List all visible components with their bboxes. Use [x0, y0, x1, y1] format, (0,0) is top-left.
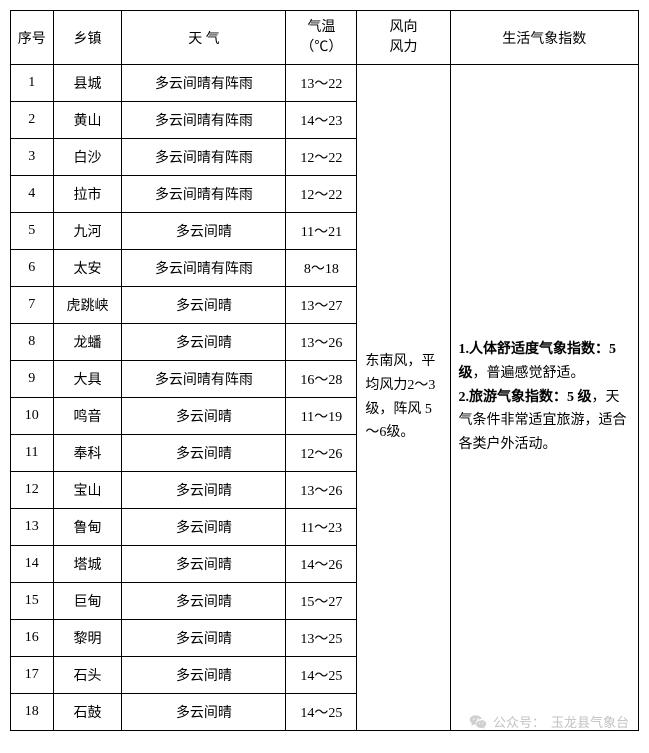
cell-index: 6 [11, 250, 54, 287]
cell-weather: 多云间晴 [122, 435, 286, 472]
cell-weather: 多云间晴 [122, 509, 286, 546]
cell-temp: 14～26 [286, 546, 357, 583]
life-index-1-rest: ，普遍感觉舒适。 [473, 366, 585, 381]
cell-index: 5 [11, 213, 54, 250]
cell-temp: 12～26 [286, 435, 357, 472]
cell-weather: 多云间晴 [122, 472, 286, 509]
header-weather: 天 气 [122, 11, 286, 65]
header-temp: 气温 （℃） [286, 11, 357, 65]
cell-weather: 多云间晴有阵雨 [122, 65, 286, 102]
cell-temp: 13～22 [286, 65, 357, 102]
cell-temp: 12～22 [286, 139, 357, 176]
cell-town: 石鼓 [53, 694, 122, 731]
cell-town: 县城 [53, 65, 122, 102]
cell-town: 黎明 [53, 620, 122, 657]
cell-town: 拉市 [53, 176, 122, 213]
cell-index: 14 [11, 546, 54, 583]
cell-weather: 多云间晴 [122, 287, 286, 324]
cell-weather: 多云间晴有阵雨 [122, 102, 286, 139]
cell-weather: 多云间晴 [122, 694, 286, 731]
cell-town: 石头 [53, 657, 122, 694]
cell-town: 黄山 [53, 102, 122, 139]
table-row: 1 县城 多云间晴有阵雨 13～22 东南风，平均风力2～3 级，阵风 5～6级… [11, 65, 639, 102]
cell-index: 1 [11, 65, 54, 102]
cell-temp: 14～23 [286, 102, 357, 139]
watermark-prefix: 公众号： [493, 712, 545, 731]
header-wind-line2: 风力 [359, 38, 447, 58]
header-town: 乡镇 [53, 11, 122, 65]
cell-weather: 多云间晴有阵雨 [122, 361, 286, 398]
cell-temp: 13～27 [286, 287, 357, 324]
cell-temp: 8～18 [286, 250, 357, 287]
cell-temp: 13～26 [286, 324, 357, 361]
cell-temp: 14～25 [286, 657, 357, 694]
cell-weather: 多云间晴有阵雨 [122, 139, 286, 176]
cell-index: 2 [11, 102, 54, 139]
cell-temp: 12～22 [286, 176, 357, 213]
cell-temp: 11～23 [286, 509, 357, 546]
cell-weather: 多云间晴 [122, 324, 286, 361]
cell-weather: 多云间晴 [122, 657, 286, 694]
cell-town: 塔城 [53, 546, 122, 583]
cell-town: 鲁甸 [53, 509, 122, 546]
cell-temp: 13～26 [286, 472, 357, 509]
cell-life-index-merged: 1.人体舒适度气象指数：5 级，普遍感觉舒适。 2.旅游气象指数：5 级，天气条… [450, 65, 638, 731]
cell-weather: 多云间晴 [122, 546, 286, 583]
cell-town: 宝山 [53, 472, 122, 509]
cell-temp: 15～27 [286, 583, 357, 620]
cell-index: 9 [11, 361, 54, 398]
cell-town: 九河 [53, 213, 122, 250]
cell-town: 虎跳峡 [53, 287, 122, 324]
watermark-name: 玉龙县气象台 [551, 712, 629, 731]
cell-index: 7 [11, 287, 54, 324]
cell-town: 鸣音 [53, 398, 122, 435]
cell-index: 16 [11, 620, 54, 657]
watermark: 公众号： 玉龙县气象台 [469, 712, 629, 731]
cell-index: 4 [11, 176, 54, 213]
table-body: 1 县城 多云间晴有阵雨 13～22 东南风，平均风力2～3 级，阵风 5～6级… [11, 65, 639, 731]
header-life-index: 生活气象指数 [450, 11, 638, 65]
header-temp-line1: 气温 [288, 18, 354, 38]
cell-temp: 11～19 [286, 398, 357, 435]
cell-weather: 多云间晴有阵雨 [122, 176, 286, 213]
cell-weather: 多云间晴 [122, 398, 286, 435]
header-temp-line2: （℃） [288, 38, 354, 58]
cell-index: 13 [11, 509, 54, 546]
cell-town: 龙蟠 [53, 324, 122, 361]
header-index: 序号 [11, 11, 54, 65]
cell-temp: 16～28 [286, 361, 357, 398]
cell-index: 18 [11, 694, 54, 731]
cell-temp: 11～21 [286, 213, 357, 250]
cell-index: 11 [11, 435, 54, 472]
cell-weather: 多云间晴 [122, 213, 286, 250]
cell-wind-merged: 东南风，平均风力2～3 级，阵风 5～6级。 [357, 65, 450, 731]
cell-temp: 14～25 [286, 694, 357, 731]
wechat-icon [469, 713, 487, 731]
cell-town: 奉科 [53, 435, 122, 472]
cell-index: 12 [11, 472, 54, 509]
table-header-row: 序号 乡镇 天 气 气温 （℃） 风向 风力 生活气象指数 [11, 11, 639, 65]
cell-town: 巨甸 [53, 583, 122, 620]
cell-town: 白沙 [53, 139, 122, 176]
cell-town: 太安 [53, 250, 122, 287]
cell-town: 大具 [53, 361, 122, 398]
weather-table: 序号 乡镇 天 气 气温 （℃） 风向 风力 生活气象指数 1 县城 多云间晴有… [10, 10, 639, 731]
header-wind-line1: 风向 [359, 18, 447, 38]
cell-index: 10 [11, 398, 54, 435]
header-wind: 风向 风力 [357, 11, 450, 65]
cell-index: 15 [11, 583, 54, 620]
cell-weather: 多云间晴有阵雨 [122, 250, 286, 287]
life-index-2-bold: 2.旅游气象指数：5 级 [459, 390, 592, 405]
cell-weather: 多云间晴 [122, 620, 286, 657]
cell-weather: 多云间晴 [122, 583, 286, 620]
cell-temp: 13～25 [286, 620, 357, 657]
cell-index: 17 [11, 657, 54, 694]
cell-index: 3 [11, 139, 54, 176]
cell-index: 8 [11, 324, 54, 361]
